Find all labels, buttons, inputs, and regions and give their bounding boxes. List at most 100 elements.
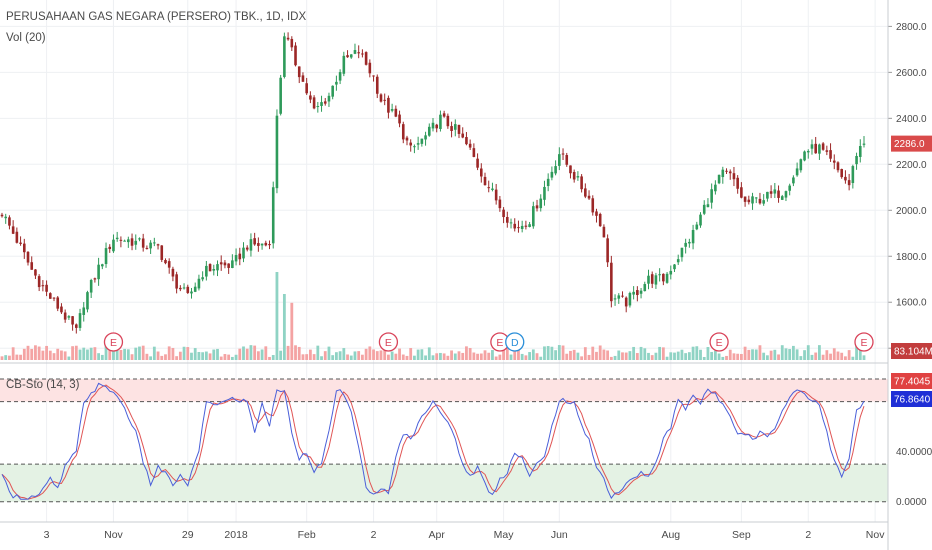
candle-body <box>257 243 260 246</box>
candle-body <box>249 239 253 251</box>
volume-bar <box>699 349 702 360</box>
volume-bar <box>810 354 814 360</box>
volume-bar <box>453 353 457 360</box>
volume-bar <box>609 356 613 360</box>
volume-study-label[interactable]: Vol (20) <box>6 32 46 44</box>
candle-body <box>375 76 379 94</box>
volume-bar <box>520 353 524 360</box>
candle-body <box>89 280 93 293</box>
candle-body <box>67 316 71 318</box>
candle-body <box>617 295 621 299</box>
volume-bar <box>119 349 123 360</box>
grid <box>0 0 888 522</box>
candle-body <box>795 168 799 176</box>
volume-bar <box>74 345 78 360</box>
candle-body <box>550 171 554 178</box>
stoch-study-label[interactable]: CB-Sto (14, 3) <box>6 379 80 391</box>
candle-body <box>420 138 424 144</box>
candle-body <box>335 81 338 85</box>
candle-body <box>212 269 216 271</box>
volume-bar <box>268 356 271 360</box>
candle-body <box>134 240 138 245</box>
volume-bar <box>271 355 275 360</box>
candle-body <box>561 153 565 155</box>
volume-bar <box>431 355 435 360</box>
candle-body <box>361 53 364 55</box>
x-tick-label: Nov <box>866 529 885 541</box>
volume-bar <box>687 352 691 360</box>
volume-bar <box>606 350 610 360</box>
volume-bar <box>561 345 565 360</box>
candle-body <box>602 226 606 238</box>
volume-bar <box>67 356 71 360</box>
volume-bar <box>713 350 717 360</box>
candle-body <box>654 275 658 285</box>
volume-bar <box>312 354 316 360</box>
candle-body <box>680 247 684 258</box>
volume-bar <box>658 346 662 360</box>
volume-bar <box>327 346 331 360</box>
candle-body <box>762 200 765 204</box>
value-badges: 2286.0 83.104M 77.4045 76.8640 <box>891 135 932 407</box>
candle-body <box>19 242 22 244</box>
candle-body <box>4 216 8 219</box>
candle-body <box>806 150 810 153</box>
candle-body <box>71 316 74 325</box>
x-tick-label: 2 <box>371 529 377 541</box>
volume-bar <box>420 349 424 360</box>
candle-body <box>15 231 19 243</box>
volume-bar <box>190 352 193 360</box>
candle-body <box>710 189 713 203</box>
candle-body <box>390 109 394 111</box>
volume-bar <box>654 352 658 360</box>
volume-bar <box>19 354 22 360</box>
candle-body <box>517 227 520 229</box>
candle-body <box>769 191 773 194</box>
candle-body <box>472 148 476 157</box>
volume-bar <box>71 346 74 360</box>
candle-body <box>424 135 427 140</box>
volume-bar <box>30 348 34 360</box>
dividend-marker-circle <box>505 332 525 352</box>
volume-bar <box>862 355 866 360</box>
candle-body <box>153 242 156 244</box>
candle-body <box>290 38 294 48</box>
candle-body <box>394 108 398 117</box>
candle-body <box>175 274 178 289</box>
candle-body <box>219 262 223 265</box>
candle-body <box>439 114 442 129</box>
volume-bar <box>583 347 587 360</box>
volume-bar <box>216 348 219 360</box>
volume-bar <box>427 347 431 360</box>
candle-body <box>658 274 661 276</box>
volume-bar <box>806 345 810 360</box>
volume-bar <box>791 345 795 360</box>
candle-body <box>725 170 728 172</box>
candle-body <box>565 155 569 165</box>
volume-bar <box>279 350 283 360</box>
volume-bar <box>238 348 242 360</box>
x-tick-label: Nov <box>104 529 123 541</box>
candle-body <box>647 275 650 284</box>
candle-body <box>34 269 37 276</box>
candle-body <box>483 176 487 186</box>
candle-body <box>271 187 275 244</box>
candle-body <box>427 126 431 136</box>
volume-bar <box>773 349 777 360</box>
last-price-badge: 2286.0 <box>894 139 925 150</box>
volume-bar <box>342 348 346 360</box>
volume-bar <box>372 349 375 360</box>
candle-body <box>8 217 11 226</box>
volume-bar <box>565 353 569 360</box>
volume-bar <box>416 349 420 360</box>
volume-bar <box>212 349 216 360</box>
volume-bar <box>0 356 4 360</box>
candle-body <box>628 293 632 306</box>
volume-bar <box>706 347 710 360</box>
candle-body <box>416 143 420 145</box>
volume-bar <box>37 346 41 360</box>
candle-body <box>736 177 739 189</box>
candle-body <box>784 191 788 198</box>
volume-bar <box>684 353 688 360</box>
